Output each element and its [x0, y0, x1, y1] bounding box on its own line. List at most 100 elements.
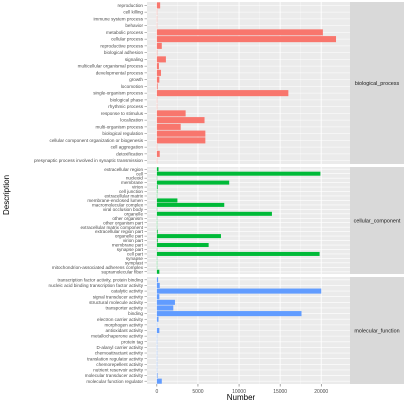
y-tick-label: translation regulator activity [87, 356, 144, 361]
y-tick-label: membrane part [112, 243, 144, 248]
x-tick-label: 10000 [232, 389, 246, 395]
y-tick-label: macromolecular complex [92, 202, 144, 207]
y-tick-label: mitochondrion-associated adherens comple… [52, 265, 144, 270]
bar [156, 171, 321, 176]
bar [156, 311, 302, 317]
y-tick-label: organelle part [115, 234, 144, 239]
bar [156, 238, 158, 243]
bar [156, 36, 337, 43]
bar [156, 56, 166, 63]
y-tick-label: other organism part [103, 220, 144, 225]
y-tick-label: nucleoid [126, 176, 144, 181]
y-tick-label: transcription factor activity, protein b… [58, 277, 144, 282]
y-tick-label: membrane [121, 180, 143, 185]
y-tick-label: biological phase [110, 97, 143, 102]
facet-strip-label: molecular_function [354, 329, 399, 335]
y-tick-label: cell [136, 171, 143, 176]
y-tick-label: supramolecular fiber [101, 269, 143, 274]
bar [156, 167, 159, 172]
y-tick-label: other organism [112, 216, 143, 221]
bar [156, 294, 160, 300]
y-tick-label: biological regulation [102, 131, 143, 136]
bar [156, 243, 209, 248]
y-tick-label: response to stimulus [101, 111, 144, 116]
y-tick-label: viral occlusion body [103, 207, 144, 212]
bar [156, 185, 158, 190]
y-tick-label: virion part [123, 238, 144, 243]
y-tick-label: organelle [124, 211, 143, 216]
bar [156, 327, 160, 334]
x-tick-label: 5000 [192, 389, 203, 395]
bar [156, 2, 161, 9]
facet-strip [350, 277, 404, 384]
bar [156, 180, 230, 185]
x-tick-label: 0 [155, 389, 158, 395]
bar [156, 211, 272, 216]
y-tick-label: symplast [125, 260, 144, 265]
y-tick-label: cell part [127, 252, 144, 257]
y-tick-label: nucleic acid binding transcription facto… [49, 283, 144, 288]
facet-panel-cellular-component: extracellular regioncellnucleoidmembrane… [52, 167, 404, 274]
panel-background [147, 2, 350, 164]
bar [156, 150, 160, 157]
bar [156, 110, 186, 117]
y-tick-label: localization [120, 118, 143, 123]
bar [156, 137, 206, 144]
y-tick-label: reproduction [117, 3, 143, 8]
y-tick-label: cellular component organization or bioge… [50, 138, 144, 143]
bar [156, 123, 181, 130]
facet-strip [350, 2, 404, 164]
y-tick-label: signal transducer activity [93, 294, 144, 299]
y-tick-label: D-alanyl carrier activity [97, 345, 144, 350]
facet-strip [350, 167, 404, 274]
y-tick-label: virion [132, 185, 143, 190]
bar [156, 282, 160, 288]
bar [156, 229, 158, 234]
y-tick-label: synapse part [117, 247, 144, 252]
y-tick-label: cell aggregation [111, 145, 144, 150]
y-tick-label: molecular function regulator [86, 379, 143, 384]
y-tick-label: rhythmic process [108, 104, 143, 109]
y-tick-label: chemorepellent activity [96, 362, 143, 367]
y-tick-label: synapse [126, 256, 144, 261]
y-tick-label: multi-organism process [96, 124, 144, 129]
bar [156, 76, 160, 83]
y-tick-label: structural molecule activity [89, 300, 144, 305]
y-tick-label: multicellular organismal process [78, 64, 144, 69]
y-tick-label: nutrient reservoir activity [93, 368, 143, 373]
y-tick-label: extracellular region [104, 167, 143, 172]
y-tick-label: growth [129, 77, 143, 82]
y-tick-label: cellular process [111, 37, 144, 42]
panel-background [147, 167, 350, 274]
y-tick-label: molecular transducer activity [85, 373, 144, 378]
y-tick-label: signaling [125, 57, 144, 62]
y-tick-label: metallochaperone activity [91, 334, 144, 339]
facet-strip-label: biological_process [355, 81, 400, 87]
bar [156, 316, 159, 322]
x-axis-title: Number [227, 393, 256, 402]
y-tick-label: cell junction [119, 189, 143, 194]
y-tick-label: extracellular matrix component [80, 225, 143, 230]
bar [156, 63, 159, 70]
facet-strip-label: cellular_component [354, 219, 401, 225]
bar [156, 130, 206, 137]
y-tick-label: single-organism process [93, 91, 143, 96]
bar [156, 234, 221, 239]
x-tick-label: 15000 [273, 389, 287, 395]
bar [156, 117, 205, 124]
y-tick-label: reproductive process [100, 43, 143, 48]
y-tick-label: detoxification [116, 151, 143, 156]
x-tick-label: 20000 [314, 389, 328, 395]
bar [156, 202, 225, 207]
bar [156, 42, 162, 49]
y-tick-label: chemoattractant activity [95, 351, 144, 356]
bar [156, 277, 159, 283]
bar [156, 305, 174, 311]
bar [156, 90, 289, 97]
bar [156, 69, 161, 76]
y-tick-label: extracellular region part [95, 229, 144, 234]
y-tick-label: morphogen activity [104, 322, 143, 327]
bar [156, 269, 160, 274]
